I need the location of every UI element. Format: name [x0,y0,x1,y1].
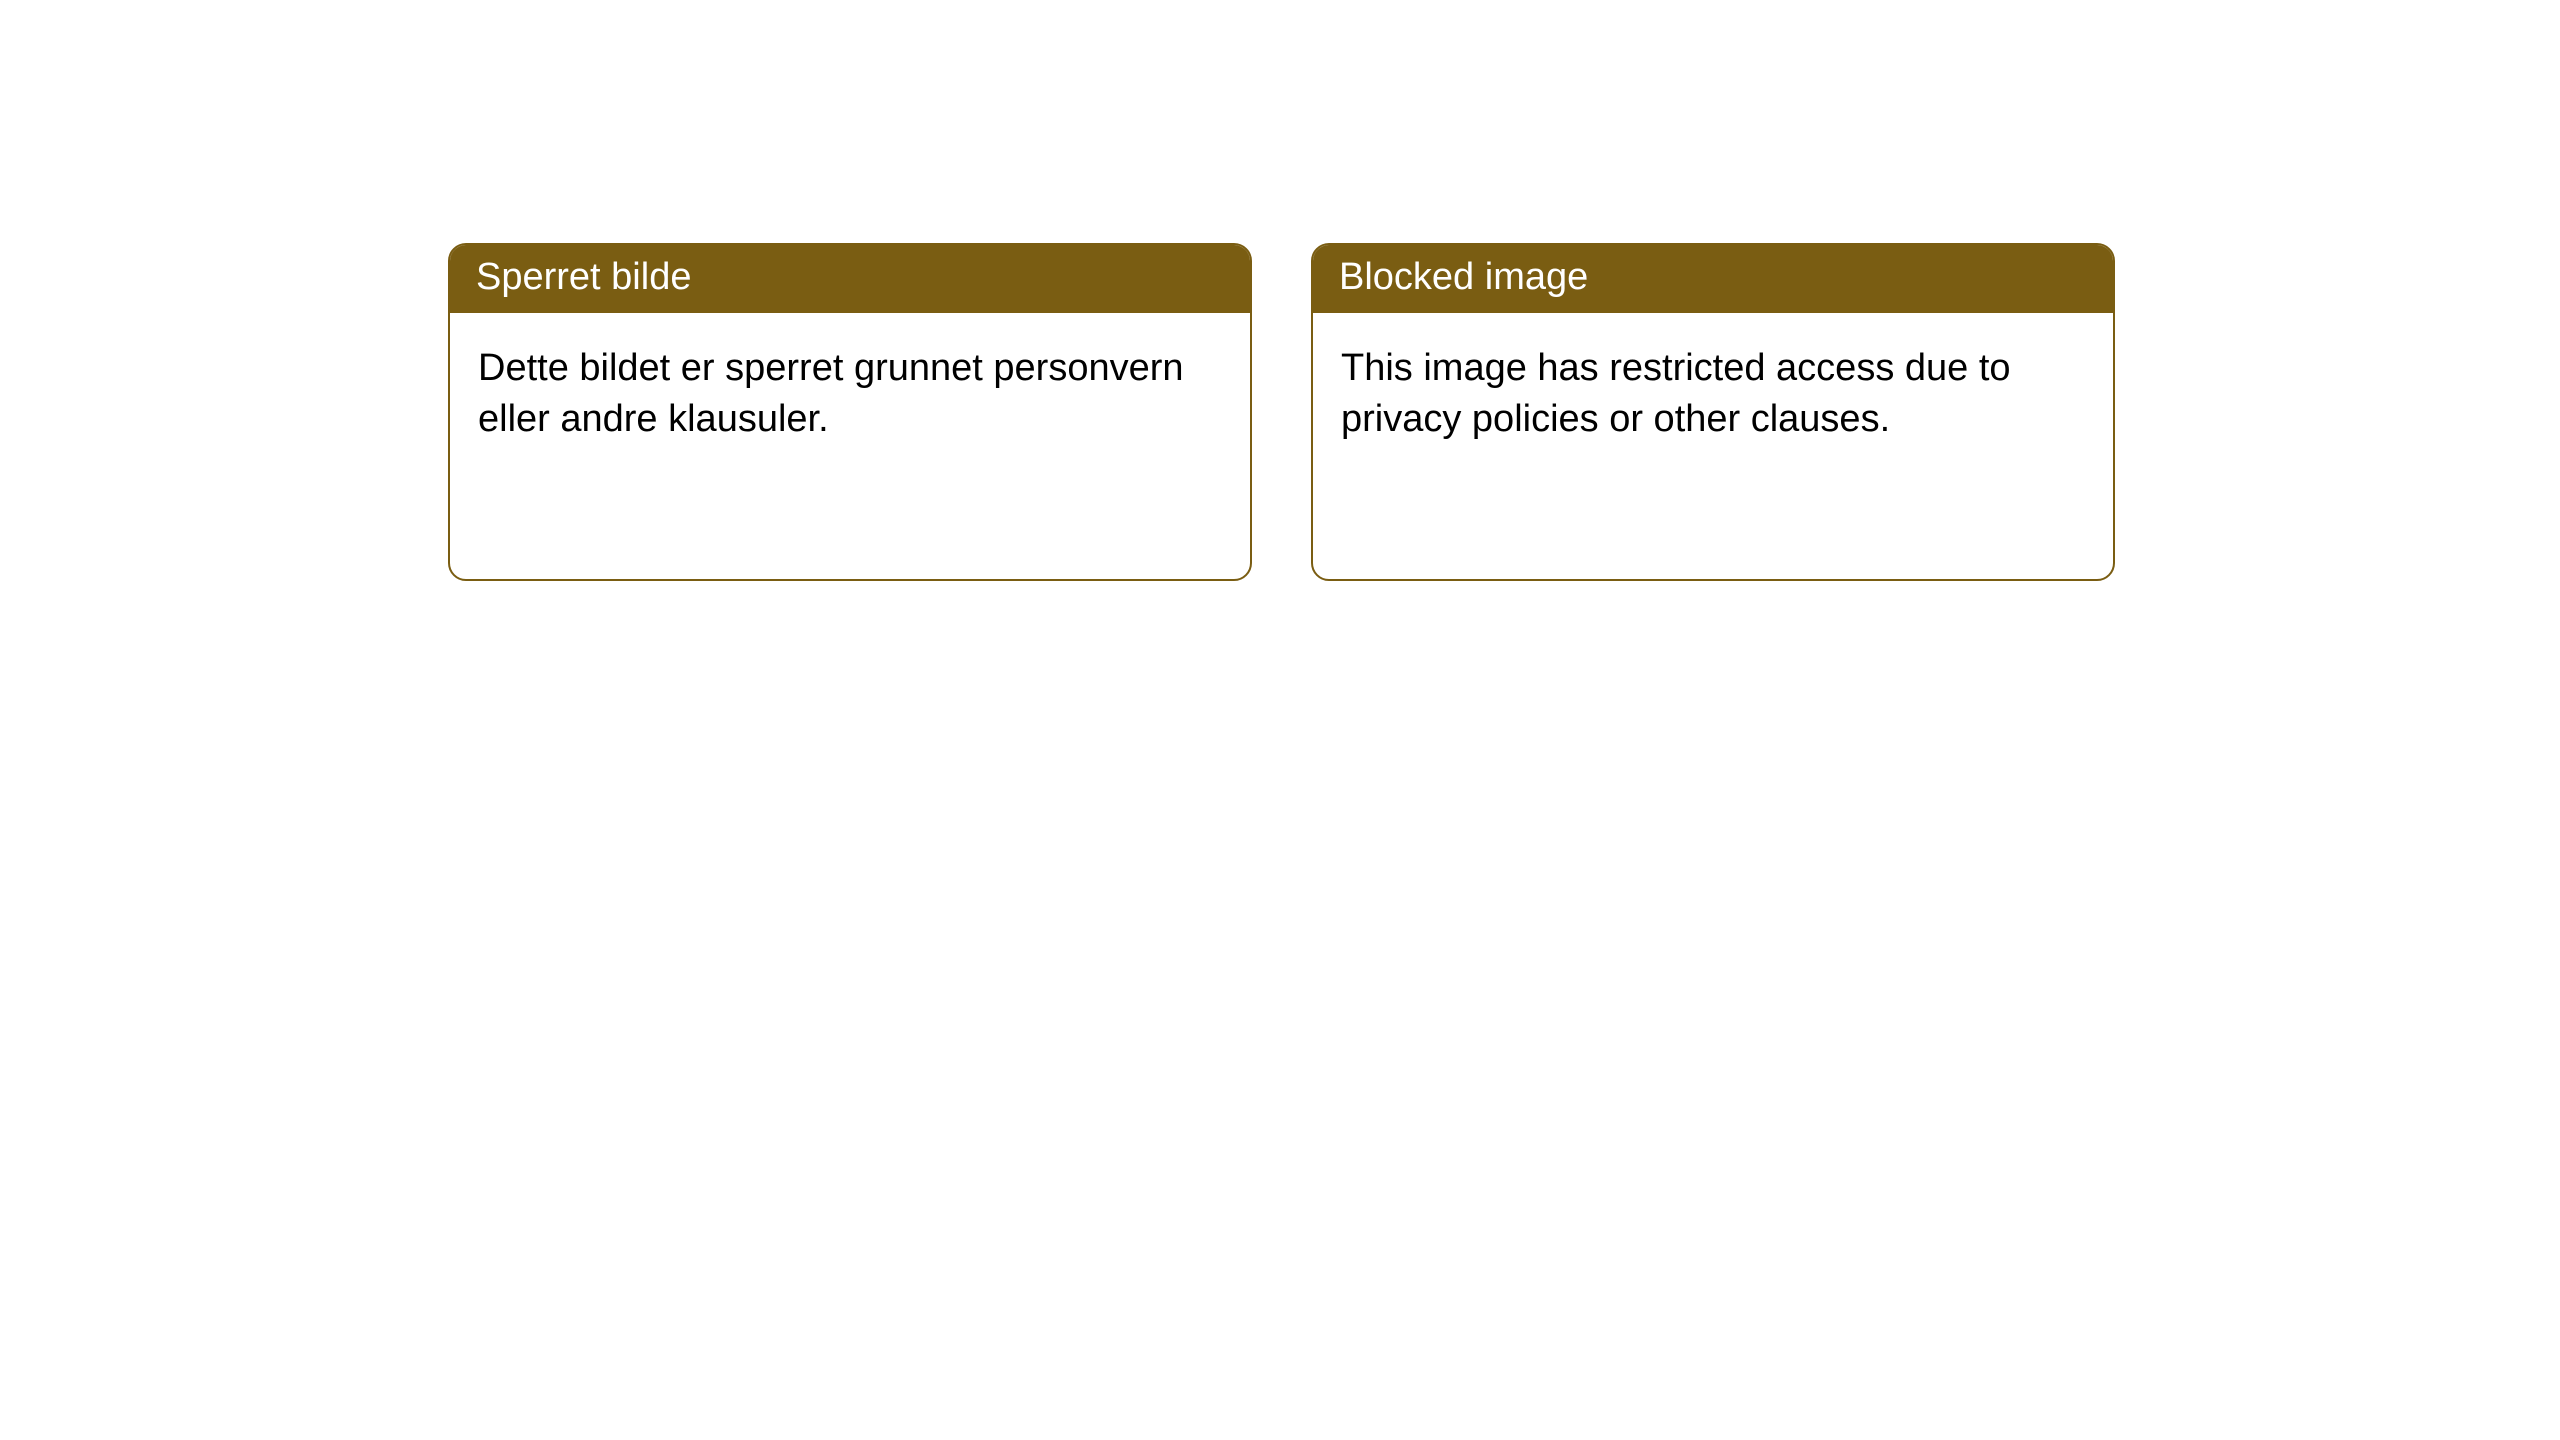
notice-card-english: Blocked image This image has restricted … [1311,243,2115,581]
notice-container: Sperret bilde Dette bildet er sperret gr… [0,0,2560,581]
card-body-text: This image has restricted access due to … [1341,347,2011,440]
card-body-text: Dette bildet er sperret grunnet personve… [478,347,1184,440]
card-header: Blocked image [1313,245,2113,313]
card-body: Dette bildet er sperret grunnet personve… [450,313,1250,474]
card-title: Sperret bilde [476,256,691,298]
card-header: Sperret bilde [450,245,1250,313]
card-body: This image has restricted access due to … [1313,313,2113,474]
card-title: Blocked image [1339,256,1588,298]
notice-card-norwegian: Sperret bilde Dette bildet er sperret gr… [448,243,1252,581]
